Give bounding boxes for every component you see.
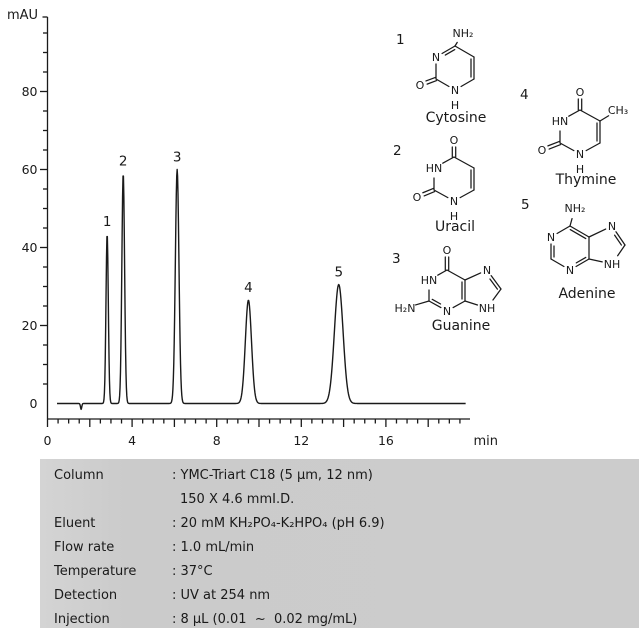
svg-text:H: H <box>576 163 584 176</box>
svg-text:O: O <box>576 86 585 99</box>
atom-labels: O HN N H₂N N NH <box>395 244 496 318</box>
svg-text:1: 1 <box>103 214 112 230</box>
chromatogram-figure: 0 20 40 60 80 0 4 8 12 16 mAU min 1 2 3 4 5 1 N N O NH₂ H Cy… <box>7 8 628 449</box>
condition-label: Column <box>54 468 104 483</box>
svg-text:NH₂: NH₂ <box>453 27 474 40</box>
svg-text:4: 4 <box>128 433 136 448</box>
condition-value: : 37°C <box>172 564 213 579</box>
svg-text:NH₂: NH₂ <box>565 202 586 215</box>
svg-text:4: 4 <box>244 280 253 296</box>
structure-number-5: 5 <box>521 197 530 213</box>
condition-row-temperature: Temperature : 37°C <box>54 560 639 584</box>
condition-value: : UV at 254 nm <box>172 588 271 603</box>
condition-value-group: : YMC-Triart C18 (5 μm, 12 nm) 150 X 4.6… <box>172 464 373 512</box>
condition-value-line2: 150 X 4.6 mmI.D. <box>180 492 295 507</box>
atom-labels: O HN N O H <box>411 134 460 223</box>
svg-text:O: O <box>450 134 459 147</box>
condition-label: Flow rate <box>54 540 115 555</box>
guanine-structure-icon: O HN N H₂N N NH <box>395 244 502 318</box>
cytosine-structure-icon: N N O NH₂ H <box>414 23 475 112</box>
svg-text:N: N <box>443 305 451 318</box>
svg-text:16: 16 <box>378 433 394 448</box>
peak-number-labels: 1 2 3 4 5 <box>103 150 343 297</box>
condition-row-eluent: Eluent : 20 mM KH₂PO₄-K₂HPO₄ (pH 6.9) <box>54 512 639 536</box>
bonds <box>425 41 475 88</box>
structure-name-thymine: Thymine <box>555 172 617 188</box>
uracil-structure-icon: O HN N O H <box>411 134 475 223</box>
svg-text:3: 3 <box>173 150 182 166</box>
condition-row-detection: Detection : UV at 254 nm <box>54 584 639 608</box>
svg-text:12: 12 <box>293 433 309 448</box>
svg-text:N: N <box>450 195 458 208</box>
condition-row-flow-rate: Flow rate : 1.0 mL/min <box>54 536 639 560</box>
svg-text:0: 0 <box>30 396 38 411</box>
svg-text:NH: NH <box>479 302 496 315</box>
svg-text:H₂N: H₂N <box>395 302 416 315</box>
condition-value: : YMC-Triart C18 (5 μm, 12 nm) <box>172 468 373 483</box>
structure-name-cytosine: Cytosine <box>425 110 487 126</box>
structure-number-4: 4 <box>520 87 529 103</box>
svg-text:HN: HN <box>552 115 569 128</box>
condition-value: : 1.0 mL/min <box>172 540 255 555</box>
svg-text:N: N <box>432 51 440 64</box>
svg-text:N: N <box>608 220 616 233</box>
svg-text:H: H <box>451 99 459 112</box>
structure-number-2: 2 <box>393 143 402 159</box>
trace <box>56 168 466 411</box>
condition-value: : 8 μL (0.01 ~ 0.02 mg/mL) <box>172 612 358 627</box>
structure-number-3: 3 <box>392 251 401 267</box>
atom-labels: NH₂ N N N NH <box>545 198 621 277</box>
svg-text:H: H <box>450 210 458 223</box>
structure-name-adenine: Adenine <box>558 286 616 302</box>
condition-label: Detection <box>54 588 118 603</box>
svg-text:CH₃: CH₃ <box>608 104 628 117</box>
condition-label: Eluent <box>54 516 96 531</box>
structure-number-1: 1 <box>396 32 405 48</box>
svg-text:80: 80 <box>22 84 38 99</box>
adenine-structure-icon: NH₂ N N N NH <box>545 198 626 277</box>
svg-text:HN: HN <box>421 274 438 287</box>
svg-text:N: N <box>566 264 574 277</box>
svg-text:40: 40 <box>22 240 38 255</box>
svg-text:N: N <box>547 231 555 244</box>
svg-text:NH: NH <box>604 258 621 271</box>
svg-text:20: 20 <box>22 318 38 333</box>
thymine-structure-icon: O HN N O H CH₃ <box>536 86 628 176</box>
svg-text:8: 8 <box>213 433 221 448</box>
condition-row-injection: Injection : 8 μL (0.01 ~ 0.02 mg/mL) <box>54 608 639 632</box>
conditions-panel: Column : YMC-Triart C18 (5 μm, 12 nm) 15… <box>40 459 639 628</box>
axes <box>40 16 470 427</box>
svg-text:N: N <box>451 84 459 97</box>
structure-name-guanine: Guanine <box>431 318 491 334</box>
svg-text:O: O <box>413 191 422 204</box>
svg-text:O: O <box>538 144 547 157</box>
bonds <box>550 217 626 268</box>
svg-text:O: O <box>443 244 452 257</box>
svg-text:0: 0 <box>44 433 52 448</box>
bonds <box>547 98 610 152</box>
y-axis-unit-label: mAU <box>7 8 38 23</box>
bonds <box>414 256 502 309</box>
condition-label: Injection <box>54 612 110 627</box>
svg-text:O: O <box>416 79 425 92</box>
x-axis-unit-label: min <box>473 434 498 449</box>
svg-text:N: N <box>576 148 584 161</box>
atom-labels: N N O NH₂ H <box>414 23 474 112</box>
svg-text:N: N <box>483 264 491 277</box>
structure-name-uracil: Uracil <box>434 219 476 235</box>
svg-text:2: 2 <box>119 153 128 169</box>
svg-text:5: 5 <box>334 265 343 281</box>
condition-value: : 20 mM KH₂PO₄-K₂HPO₄ (pH 6.9) <box>172 516 385 531</box>
condition-row-column: Column : YMC-Triart C18 (5 μm, 12 nm) 15… <box>54 464 639 512</box>
svg-text:HN: HN <box>426 162 443 175</box>
svg-text:60: 60 <box>22 162 38 177</box>
bonds <box>422 146 475 199</box>
atom-labels: O HN N O H CH₃ <box>536 86 628 176</box>
condition-label: Temperature <box>54 564 137 579</box>
